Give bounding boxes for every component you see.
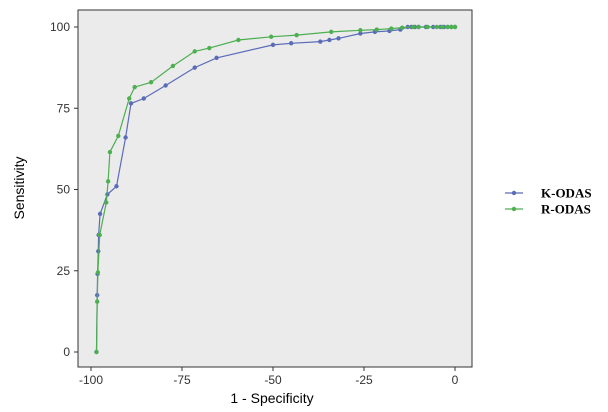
data-point-r-odas — [440, 24, 445, 30]
y-tick-label: 75 — [57, 101, 71, 115]
data-point-r-odas — [425, 24, 430, 30]
data-point-k-odas — [123, 135, 128, 140]
data-point-r-odas — [148, 80, 154, 85]
legend-label-k-odas: K-ODAS — [541, 186, 592, 201]
data-point-r-odas — [94, 299, 100, 304]
data-point-r-odas — [452, 24, 458, 30]
data-point-r-odas — [127, 96, 132, 101]
data-point-r-odas — [95, 270, 101, 275]
data-point-k-odas — [163, 83, 168, 88]
y-axis: 0 25 50 75 100 — [50, 20, 78, 359]
y-tick-label: 50 — [57, 183, 71, 197]
x-tick-label: -50 — [264, 373, 282, 387]
data-point-r-odas — [449, 24, 454, 30]
plot-panel — [77, 9, 473, 368]
x-tick-label: -75 — [173, 373, 191, 387]
data-point-r-odas — [104, 200, 109, 205]
data-point-r-odas — [170, 63, 176, 69]
data-point-r-odas — [329, 29, 334, 35]
data-point-k-odas — [318, 39, 323, 44]
y-tick-label: 25 — [57, 264, 71, 278]
data-point-k-odas — [128, 101, 134, 106]
data-point-r-odas — [192, 49, 197, 54]
data-point-r-odas — [132, 84, 137, 90]
data-point-r-odas — [445, 24, 450, 30]
data-point-r-odas — [434, 24, 439, 30]
series-layer — [94, 24, 458, 355]
data-point-k-odas — [270, 42, 276, 48]
data-point-r-odas — [400, 25, 405, 30]
data-point-k-odas — [289, 41, 294, 46]
data-point-r-odas — [94, 349, 99, 355]
data-point-r-odas — [207, 45, 212, 51]
x-axis-title: 1 - Specificity — [230, 390, 313, 406]
y-tick-label: 0 — [63, 345, 70, 359]
data-point-k-odas — [336, 36, 341, 41]
data-point-r-odas — [116, 133, 121, 139]
data-point-r-odas — [410, 24, 416, 30]
legend-marker-r-odas — [511, 206, 517, 212]
data-point-r-odas — [236, 37, 241, 43]
data-point-r-odas — [416, 24, 421, 30]
data-point-r-odas — [268, 34, 274, 39]
data-point-k-odas — [214, 55, 219, 61]
x-axis: -100 -75 -50 -25 0 — [79, 367, 459, 387]
x-tick-label: 0 — [452, 373, 459, 387]
data-point-r-odas — [97, 232, 102, 238]
data-point-k-odas — [141, 96, 146, 101]
data-point-r-odas — [374, 27, 379, 32]
data-point-k-odas — [192, 65, 197, 70]
data-point-r-odas — [358, 28, 363, 33]
x-tick-label: -100 — [79, 373, 103, 387]
data-point-r-odas — [389, 26, 394, 31]
data-point-r-odas — [107, 149, 113, 155]
data-point-k-odas — [327, 37, 332, 43]
data-point-k-odas — [97, 211, 103, 217]
series-r-odas — [94, 24, 458, 355]
legend-label-r-odas: R-ODAS — [541, 202, 591, 217]
data-point-k-odas — [114, 184, 119, 189]
legend-item-k-odas: K-ODAS — [505, 186, 592, 201]
data-point-r-odas — [294, 32, 299, 38]
data-point-r-odas — [105, 179, 111, 184]
y-axis-title: Sensitivity — [11, 156, 27, 219]
y-tick-label: 100 — [50, 20, 70, 34]
legend-item-r-odas: R-ODAS — [505, 202, 591, 217]
legend-marker-k-odas — [511, 190, 517, 196]
x-tick-label: -25 — [355, 373, 373, 387]
data-point-k-odas — [358, 31, 363, 36]
